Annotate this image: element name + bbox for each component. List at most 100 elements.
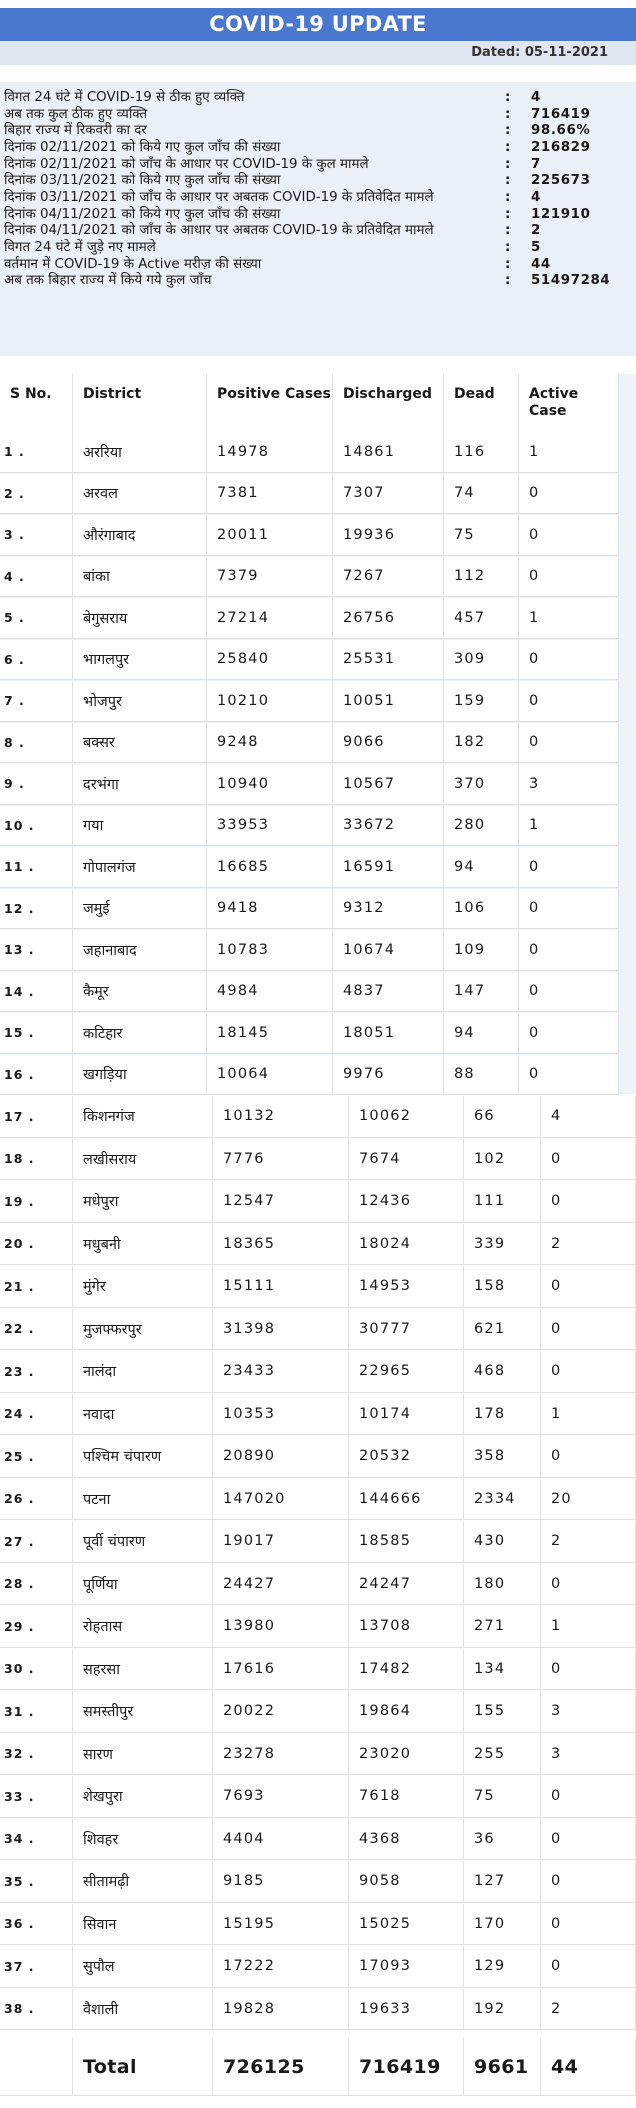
table-row: 13 . जहानाबाद 10783 10674 109 0 [0,930,619,971]
active-case-cell: 0 [519,681,619,721]
discharged-cell: 7674 [349,1138,464,1179]
dead-cell: 271 [464,1606,541,1647]
active-case-cell: 0 [519,888,619,928]
page-header: COVID-19 UPDATE [0,8,636,41]
discharged-cell: 23020 [349,1733,464,1774]
sno-cell: 32 . [0,1733,73,1774]
discharged-cell: 24247 [349,1563,464,1604]
dead-cell: 280 [444,805,519,845]
dated-label: Dated: 05-11-2021 [0,41,636,65]
district-cell: कटिहार [73,1013,207,1053]
district-cell: सुपौल [73,1946,213,1987]
active-case-cell: 1 [519,432,619,472]
active-case-cell: 0 [541,1776,636,1817]
discharged-cell: 10674 [333,930,444,970]
dead-cell: 127 [464,1861,541,1902]
positive-cases-cell: 15195 [213,1903,349,1944]
district-cell: किशनगंज [73,1096,213,1137]
sno-cell: 8 . [0,722,73,762]
summary-colon: : [505,189,511,205]
positive-cases-cell: 10132 [213,1096,349,1137]
table-row: 15 . कटिहार 18145 18051 94 0 [0,1013,619,1054]
summary-label: विगत 24 घंटे में जुड़े नए मामले [4,239,156,255]
district-cell: सहरसा [73,1648,213,1689]
active-case-cell: 2 [541,1521,636,1562]
summary-value: 7 [531,156,541,172]
summary-label: दिनांक 03/11/2021 को किये गए कुल जाँच की… [4,173,281,189]
sno-cell: 27 . [0,1521,73,1562]
district-cell: रोहतास [73,1606,213,1647]
table-row: 5 . बेगुसराय 27214 26756 457 1 [0,598,619,639]
table-row: 7 . भोजपुर 10210 10051 159 0 [0,681,619,722]
discharged-cell: 9066 [333,722,444,762]
discharged-cell: 25531 [333,639,444,679]
summary-colon: : [505,256,511,272]
summary-row: दिनांक 04/11/2021 को जाँच के आधार पर अबत… [0,223,636,239]
district-cell: मधुबनी [73,1223,213,1264]
positive-cases-cell: 23278 [213,1733,349,1774]
sno-cell: 20 . [0,1223,73,1264]
positive-cases-cell: 9418 [207,888,333,928]
dead-cell: 2334 [464,1478,541,1519]
active-case-cell: 20 [541,1478,636,1519]
sno-cell: 2 . [0,473,73,513]
table-row: 20 . मधुबनी 18365 18024 339 2 [0,1223,636,1265]
positive-cases-cell: 19828 [213,1988,349,2029]
total-positive-cases-cell: 726125 [213,2038,349,2095]
active-case-cell: 0 [519,1013,619,1053]
table-row: 4 . बांका 7379 7267 112 0 [0,556,619,597]
dead-cell: 94 [444,1013,519,1053]
dead-cell: 75 [464,1776,541,1817]
summary-label: अब तक कुल ठीक हुए व्यक्ति [4,106,148,122]
sno-cell: 21 . [0,1266,73,1307]
active-case-cell: 0 [519,639,619,679]
table-row: 1 . अररिया 14978 14861 116 1 [0,432,619,473]
active-case-cell: 0 [519,473,619,513]
district-cell: अरवल [73,473,207,513]
sno-cell: 26 . [0,1478,73,1519]
active-case-cell: 0 [541,1648,636,1689]
sno-cell: 1 . [0,432,73,472]
positive-cases-cell: 10783 [207,930,333,970]
sno-cell: 9 . [0,764,73,804]
summary-value: 44 [531,256,551,272]
district-cell: बांका [73,556,207,596]
header-dead: Dead [444,374,519,432]
active-case-cell: 0 [519,1054,619,1094]
sno-cell: 18 . [0,1138,73,1179]
table-row: 32 . सारण 23278 23020 255 3 [0,1733,636,1775]
table-row: 14 . कैमूर 4984 4837 147 0 [0,971,619,1012]
active-case-cell: 0 [519,722,619,762]
summary-label: बिहार राज्य में रिकवरी का दर [4,123,147,139]
table-row: 34 . शिवहर 4404 4368 36 0 [0,1818,636,1860]
positive-cases-cell: 20890 [213,1436,349,1477]
summary-colon: : [505,239,511,255]
positive-cases-cell: 18145 [207,1013,333,1053]
discharged-cell: 4368 [349,1818,464,1859]
summary-label: दिनांक 04/11/2021 को जाँच के आधार पर अबत… [4,223,434,239]
table-row: 29 . रोहतास 13980 13708 271 1 [0,1606,636,1648]
summary-row: बिहार राज्य में रिकवरी का दर: 98.66% [0,123,636,139]
sno-cell: 34 . [0,1818,73,1859]
discharged-cell: 9058 [349,1861,464,1902]
active-case-cell: 2 [541,1223,636,1264]
district-cell: भोजपुर [73,681,207,721]
summary-label: दिनांक 04/11/2021 को किये गए कुल जाँच की… [4,206,281,222]
sno-cell: 22 . [0,1308,73,1349]
positive-cases-cell: 20022 [213,1691,349,1732]
header-sno: S No. [0,374,73,432]
positive-cases-cell: 16685 [207,847,333,887]
table-row: 37 . सुपौल 17222 17093 129 0 [0,1946,636,1988]
summary-colon: : [505,223,511,239]
district-table-part-1: S No. District Positive Cases Discharged Dea… [0,374,636,1095]
district-cell: जहानाबाद [73,930,207,970]
sno-cell: 14 . [0,971,73,1011]
sno-cell: 24 . [0,1393,73,1434]
positive-cases-cell: 7776 [213,1138,349,1179]
sno-cell: 6 . [0,639,73,679]
total-dead-cell: 9661 [464,2038,541,2095]
dead-cell: 36 [464,1818,541,1859]
active-case-cell: 3 [519,764,619,804]
district-cell: पश्चिम चंपारण [73,1436,213,1477]
discharged-cell: 22965 [349,1351,464,1392]
